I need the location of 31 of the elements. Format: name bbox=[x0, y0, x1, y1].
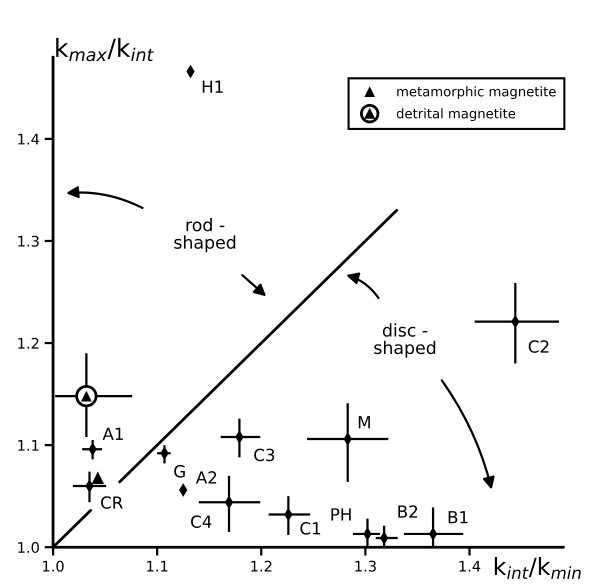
annotation: C4 bbox=[191, 515, 212, 528]
annotation: A2 bbox=[196, 471, 216, 484]
annotation: C3 bbox=[254, 448, 274, 462]
annotation: H1 bbox=[202, 80, 223, 93]
y-tick-label: 1.2 bbox=[18, 338, 38, 349]
annotation: B1 bbox=[448, 511, 468, 524]
annotation: B2 bbox=[398, 505, 418, 518]
x-tick-label: 1.4 bbox=[460, 560, 480, 572]
y-axis-title: k$_{max}$/k$_{int}$ bbox=[56, 38, 154, 62]
legend-label: detrital magnetite bbox=[396, 108, 516, 122]
x-axis-title: k$_{int}$/k$_{min}$ bbox=[494, 557, 581, 579]
y-tick-label: 1.3 bbox=[18, 236, 39, 247]
annotation: rod - shaped bbox=[174, 218, 236, 252]
annotation: C1 bbox=[300, 522, 320, 535]
y-tick-label: 1.4 bbox=[18, 134, 40, 144]
annotation: C2 bbox=[528, 340, 548, 353]
y-tick-label: 1.1 bbox=[18, 440, 39, 451]
point bbox=[75, 385, 98, 408]
x-tick-label: 1.1 bbox=[147, 560, 168, 572]
y-tick-label: 1.0 bbox=[18, 542, 39, 553]
point bbox=[92, 472, 104, 484]
x-tick-label: 1.3 bbox=[355, 560, 376, 572]
x-tick-label: 1.2 bbox=[251, 560, 272, 572]
annotation: M bbox=[358, 416, 370, 428]
legend-label: metamorphic magnetite bbox=[397, 86, 556, 100]
annotation: A1 bbox=[102, 428, 123, 440]
annotation: CR bbox=[101, 496, 123, 509]
annotation: disc - shaped bbox=[374, 323, 436, 358]
x-tick-label: 1.0 bbox=[43, 560, 64, 572]
annotation: PH bbox=[331, 508, 351, 520]
annotation: G bbox=[174, 464, 185, 478]
